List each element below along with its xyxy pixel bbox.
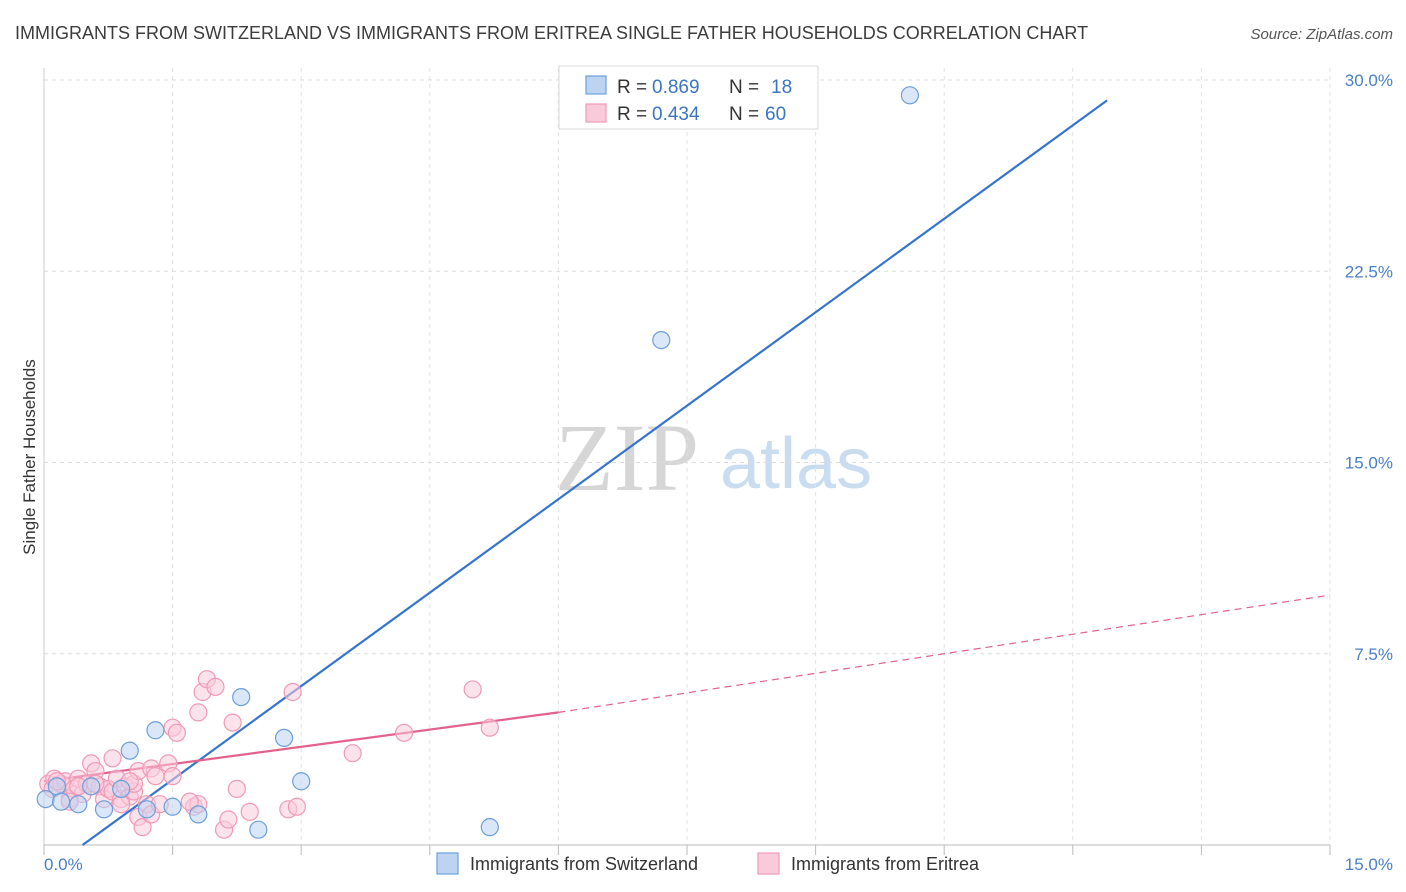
trend-line-extension-eritrea	[558, 594, 1331, 713]
point-eritrea-48	[287, 797, 307, 816]
watermark-zip: ZIP	[555, 404, 699, 511]
point-eritrea-37	[189, 703, 208, 722]
legend-n-value-1: 18	[771, 77, 792, 98]
y-axis-label: Single Father Households	[20, 359, 39, 555]
point-switzerland-2	[52, 792, 71, 811]
legend-n-value-2: 60	[765, 104, 786, 125]
point-eritrea-49	[343, 744, 362, 763]
chart-source: Source: ZipAtlas.com	[1250, 26, 1393, 43]
trend-line-switzerland	[81, 99, 1108, 846]
legend: R = 0.869 N = 18 R = 0.434 N = 60	[558, 65, 819, 130]
point-switzerland-8	[137, 800, 156, 819]
x-tick-label-1: 15.0%	[1345, 855, 1393, 874]
y-tick-label-2: 22.5%	[1345, 262, 1393, 281]
point-switzerland-13	[249, 820, 268, 839]
point-switzerland-1	[47, 777, 66, 796]
legend-n-label-2: N =	[729, 104, 759, 125]
legend-n-label-1: N =	[729, 77, 759, 98]
point-switzerland-9	[146, 721, 165, 740]
point-switzerland-12	[232, 687, 251, 707]
point-switzerland-3	[69, 795, 88, 814]
point-eritrea-50	[394, 723, 414, 742]
point-eritrea-16	[103, 749, 122, 768]
point-eritrea-52	[480, 718, 499, 737]
point-switzerland-7	[120, 741, 139, 760]
legend-r-label-1: R =	[617, 77, 647, 98]
watermark-atlas: atlas	[720, 424, 872, 504]
legend-swatch-switzerland	[585, 75, 607, 95]
y-tick-labels: 7.5% 15.0% 22.5% 30.0%	[1345, 71, 1393, 664]
point-eritrea-43	[223, 713, 242, 732]
data-points	[36, 86, 920, 839]
x-tick-label-0: 0.0%	[44, 855, 83, 874]
point-eritrea-47	[283, 682, 302, 702]
y-tick-label-3: 30.0%	[1345, 71, 1393, 90]
point-eritrea-51	[463, 680, 482, 699]
point-eritrea-45	[240, 802, 259, 821]
point-switzerland-5	[94, 800, 114, 819]
point-switzerland-6	[112, 779, 131, 799]
chart-title: IMMIGRANTS FROM SWITZERLAND VS IMMIGRANT…	[15, 23, 1088, 43]
point-eritrea-59	[112, 795, 131, 814]
x-tick-labels: 0.0% 15.0%	[44, 855, 1393, 874]
legend-r-value-2: 0.434	[652, 104, 700, 125]
point-switzerland-11	[189, 805, 208, 824]
y-tick-label-1: 15.0%	[1345, 454, 1393, 473]
point-eritrea-25	[133, 818, 152, 837]
point-switzerland-15	[292, 772, 311, 791]
point-switzerland-14	[274, 728, 294, 748]
point-switzerland-16	[480, 818, 499, 837]
bottom-legend-swatch-eritrea	[757, 852, 780, 875]
bottom-legend-label-eritrea: Immigrants from Eritrea	[791, 854, 980, 874]
bottom-legend-swatch-switzerland	[436, 852, 459, 875]
bottom-legend: Immigrants from Switzerland Immigrants f…	[436, 852, 980, 875]
bottom-legend-label-switzerland: Immigrants from Switzerland	[470, 854, 698, 874]
point-switzerland-18	[900, 86, 920, 105]
point-eritrea-32	[163, 767, 182, 786]
axes	[43, 68, 1331, 855]
point-switzerland-10	[163, 797, 182, 816]
point-eritrea-40	[206, 677, 225, 697]
point-eritrea-29	[146, 767, 165, 786]
point-eritrea-34	[167, 723, 186, 742]
point-eritrea-42	[219, 810, 238, 829]
point-switzerland-17	[652, 331, 671, 350]
y-tick-label-0: 7.5%	[1354, 645, 1393, 664]
point-eritrea-44	[227, 779, 246, 799]
point-eritrea-58	[180, 792, 199, 811]
watermark: ZIP atlas	[555, 404, 872, 511]
legend-swatch-eritrea	[585, 103, 607, 123]
point-switzerland-4	[82, 777, 101, 796]
legend-r-value-1: 0.869	[652, 77, 700, 98]
legend-r-label-2: R =	[617, 104, 647, 125]
